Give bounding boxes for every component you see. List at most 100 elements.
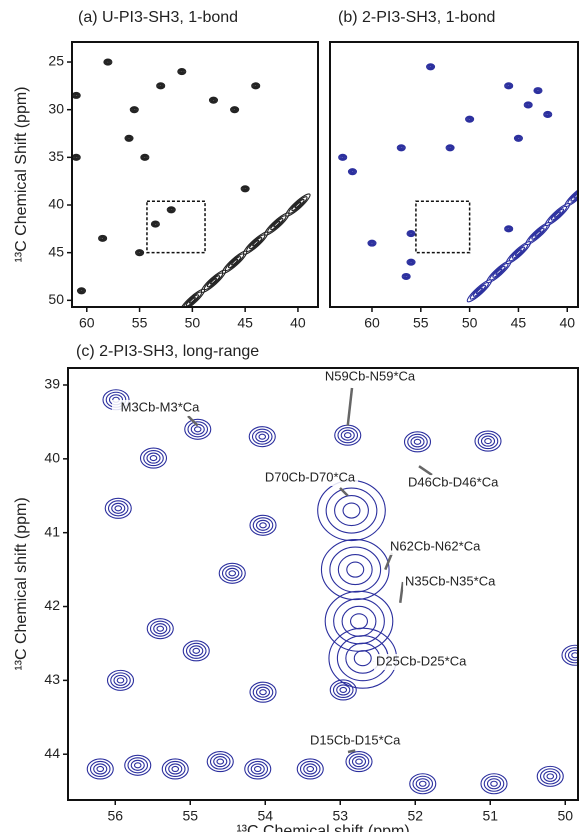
contour-peak xyxy=(533,87,543,95)
contour-ring xyxy=(399,146,403,150)
contour-ring xyxy=(107,500,129,517)
contour-ring xyxy=(213,756,228,768)
contour-ring xyxy=(231,258,239,266)
annotation-pointer xyxy=(418,465,433,477)
contour-ring xyxy=(486,778,502,790)
x-tick-label: 53 xyxy=(332,808,348,824)
contour-ring xyxy=(98,234,108,242)
contour-ring xyxy=(252,684,274,701)
x-tick-label: 50 xyxy=(462,315,478,331)
contour-ring xyxy=(106,60,110,64)
x-tick-label: 60 xyxy=(79,315,95,331)
contour-peak xyxy=(104,497,132,519)
contour-ring xyxy=(402,273,410,280)
contour-ring xyxy=(221,565,243,582)
x-tick-label: 55 xyxy=(182,808,198,824)
contour-peak xyxy=(403,431,432,453)
contour-ring xyxy=(101,237,105,240)
contour-ring xyxy=(93,763,108,775)
contour-ring xyxy=(561,644,578,666)
contour-ring xyxy=(231,106,239,113)
contour-ring xyxy=(342,502,361,519)
contour-ring xyxy=(291,198,305,212)
contour-ring xyxy=(415,778,430,790)
annotation-pointer xyxy=(339,487,349,497)
contour-ring xyxy=(254,84,258,88)
contour-ring xyxy=(531,227,545,240)
contour-peak xyxy=(248,426,276,448)
contour-ring xyxy=(156,82,166,90)
contour-peak xyxy=(150,220,160,228)
contour-ring xyxy=(233,108,237,111)
contour-peak xyxy=(504,82,514,90)
annotation-bg xyxy=(112,400,208,416)
contour-peak xyxy=(561,644,578,666)
x-axis-label: ¹³C Chemical shift (ppm) xyxy=(236,823,409,832)
contour-ring xyxy=(158,83,164,88)
contour-ring xyxy=(299,760,321,778)
contour-ring xyxy=(333,598,385,645)
contour-peak xyxy=(139,447,168,469)
panel-title: (c) 2-PI3-SH3, long-range xyxy=(76,343,259,360)
contour-ring xyxy=(348,753,370,770)
contour-ring xyxy=(329,679,357,701)
contour-ring xyxy=(514,135,522,142)
contour-ring xyxy=(224,253,245,272)
contour-peak xyxy=(466,279,493,303)
contour-ring xyxy=(76,287,87,295)
contour-peak xyxy=(249,681,277,703)
contour-ring xyxy=(350,170,355,173)
contour-ring xyxy=(524,102,532,108)
contour-ring xyxy=(495,268,503,276)
contour-ring xyxy=(240,185,250,193)
contour-ring xyxy=(273,220,281,228)
contour-ring xyxy=(484,438,492,445)
contour-ring xyxy=(252,517,274,534)
contour-ring xyxy=(103,58,113,66)
contour-ring xyxy=(136,249,144,256)
contour-ring xyxy=(143,156,147,159)
contour-ring xyxy=(264,212,290,236)
contour-ring xyxy=(516,136,520,140)
contour-ring xyxy=(190,423,205,435)
contour-ring xyxy=(412,775,434,792)
y-tick-label: 30 xyxy=(48,100,64,116)
contour-ring xyxy=(355,758,363,765)
annotation: N62Cb-N62*Ca xyxy=(390,538,481,553)
contour-ring xyxy=(243,187,247,191)
y-tick-label: 40 xyxy=(44,450,60,466)
contour-ring xyxy=(78,288,85,293)
x-tick-label: 45 xyxy=(237,315,253,331)
contour-ring xyxy=(185,642,207,659)
y-tick-label: 44 xyxy=(44,745,60,761)
contour-ring xyxy=(192,647,201,654)
contour-ring xyxy=(447,145,453,150)
contour-ring xyxy=(208,96,219,104)
contour-ring xyxy=(345,751,373,773)
contour-peak xyxy=(243,231,269,255)
contour-ring xyxy=(536,89,540,92)
contour-ring xyxy=(127,136,131,140)
plot-area xyxy=(72,58,311,307)
contour-ring xyxy=(480,435,496,447)
panel-title: (a) U-PI3-SH3, 1-bond xyxy=(78,9,238,26)
contour-peak xyxy=(296,758,324,780)
contour-ring xyxy=(571,652,578,659)
contour-ring xyxy=(137,250,143,255)
contour-ring xyxy=(475,287,483,295)
contour-ring xyxy=(408,260,414,265)
annotation-bg xyxy=(322,369,418,385)
contour-ring xyxy=(106,669,135,691)
contour-ring xyxy=(472,284,487,297)
contour-ring xyxy=(104,59,112,65)
contour-peak xyxy=(156,82,166,90)
contour-ring xyxy=(179,288,206,307)
contour-ring xyxy=(125,135,133,142)
contour-ring xyxy=(410,436,425,448)
contour-ring xyxy=(505,83,513,89)
contour-peak xyxy=(285,193,311,217)
contour-ring xyxy=(504,82,514,90)
contour-peak xyxy=(230,106,240,114)
contour-peak xyxy=(72,153,81,161)
annotation: D70Cb-D70*Ca xyxy=(265,469,356,484)
